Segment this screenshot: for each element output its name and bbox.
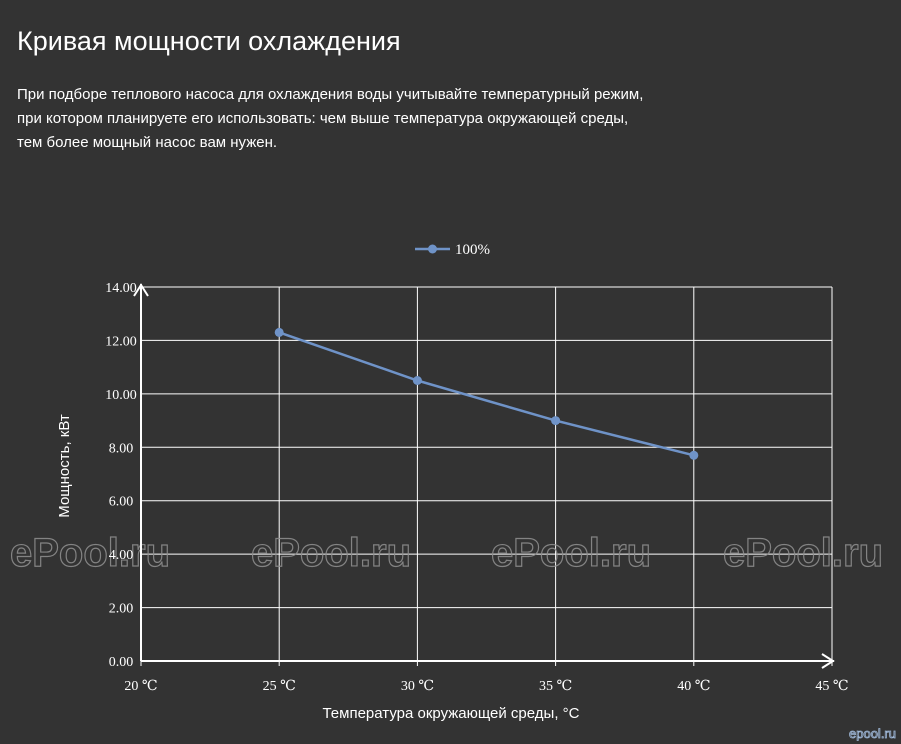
y-tick-label: 12.00 xyxy=(105,334,137,349)
watermark-text: ePool.ru xyxy=(10,531,170,575)
legend: 100% xyxy=(415,242,490,258)
series xyxy=(274,327,699,460)
y-tick-label: 14.00 xyxy=(105,281,137,296)
watermark-text: ePool.ru xyxy=(723,531,883,575)
y-tick-label: 8.00 xyxy=(109,441,134,456)
data-point xyxy=(689,450,699,460)
grid xyxy=(140,286,833,666)
x-axis-title: Температура окружающей среды, °C xyxy=(322,705,579,722)
x-tick-label: 25 ℃ xyxy=(263,679,296,694)
legend-label: 100% xyxy=(455,242,490,258)
watermarks: ePool.ru ePool.ru ePool.ru ePool.ru xyxy=(9,530,883,575)
watermark-text: ePool.ru xyxy=(491,531,651,575)
intro-line-3: тем более мощный насос вам нужен. xyxy=(17,134,278,151)
axes xyxy=(133,283,835,669)
y-tick-label: 4.00 xyxy=(109,548,134,563)
page-title: Кривая мощности охлаждения xyxy=(17,26,401,56)
x-tick-label: 20 ℃ xyxy=(124,679,157,694)
y-tick-label: 0.00 xyxy=(109,655,134,670)
y-tick-label: 2.00 xyxy=(109,602,134,617)
series-line xyxy=(278,331,695,457)
x-axis-arrow xyxy=(821,653,835,669)
watermark-text: ePool.ru xyxy=(251,531,411,575)
y-tick-label: 6.00 xyxy=(109,495,134,510)
intro-line-1: При подборе теплового насоса для охлажде… xyxy=(17,86,644,103)
y-tick-label: 10.00 xyxy=(105,388,137,403)
data-point xyxy=(412,376,422,385)
data-point xyxy=(551,416,561,426)
data-point xyxy=(274,327,284,337)
x-tick-label: 30 ℃ xyxy=(401,679,434,694)
legend-marker xyxy=(428,244,437,254)
x-tick-label: 40 ℃ xyxy=(677,679,710,694)
intro-line-2: при котором планируете его использовать:… xyxy=(17,110,629,127)
corner-logo: epool.ru xyxy=(849,726,896,741)
intro-text: При подборе теплового насоса для охлажде… xyxy=(17,83,737,155)
x-tick-label: 45 ℃ xyxy=(815,679,848,694)
y-axis-arrow xyxy=(133,283,149,297)
tick-labels: 0.00 2.00 4.00 6.00 8.00 10.00 12.00 14.00 20 ℃ 2… xyxy=(105,281,848,694)
x-tick-label: 35 ℃ xyxy=(539,679,572,694)
y-axis-title: Мощность, кВт xyxy=(56,414,73,518)
